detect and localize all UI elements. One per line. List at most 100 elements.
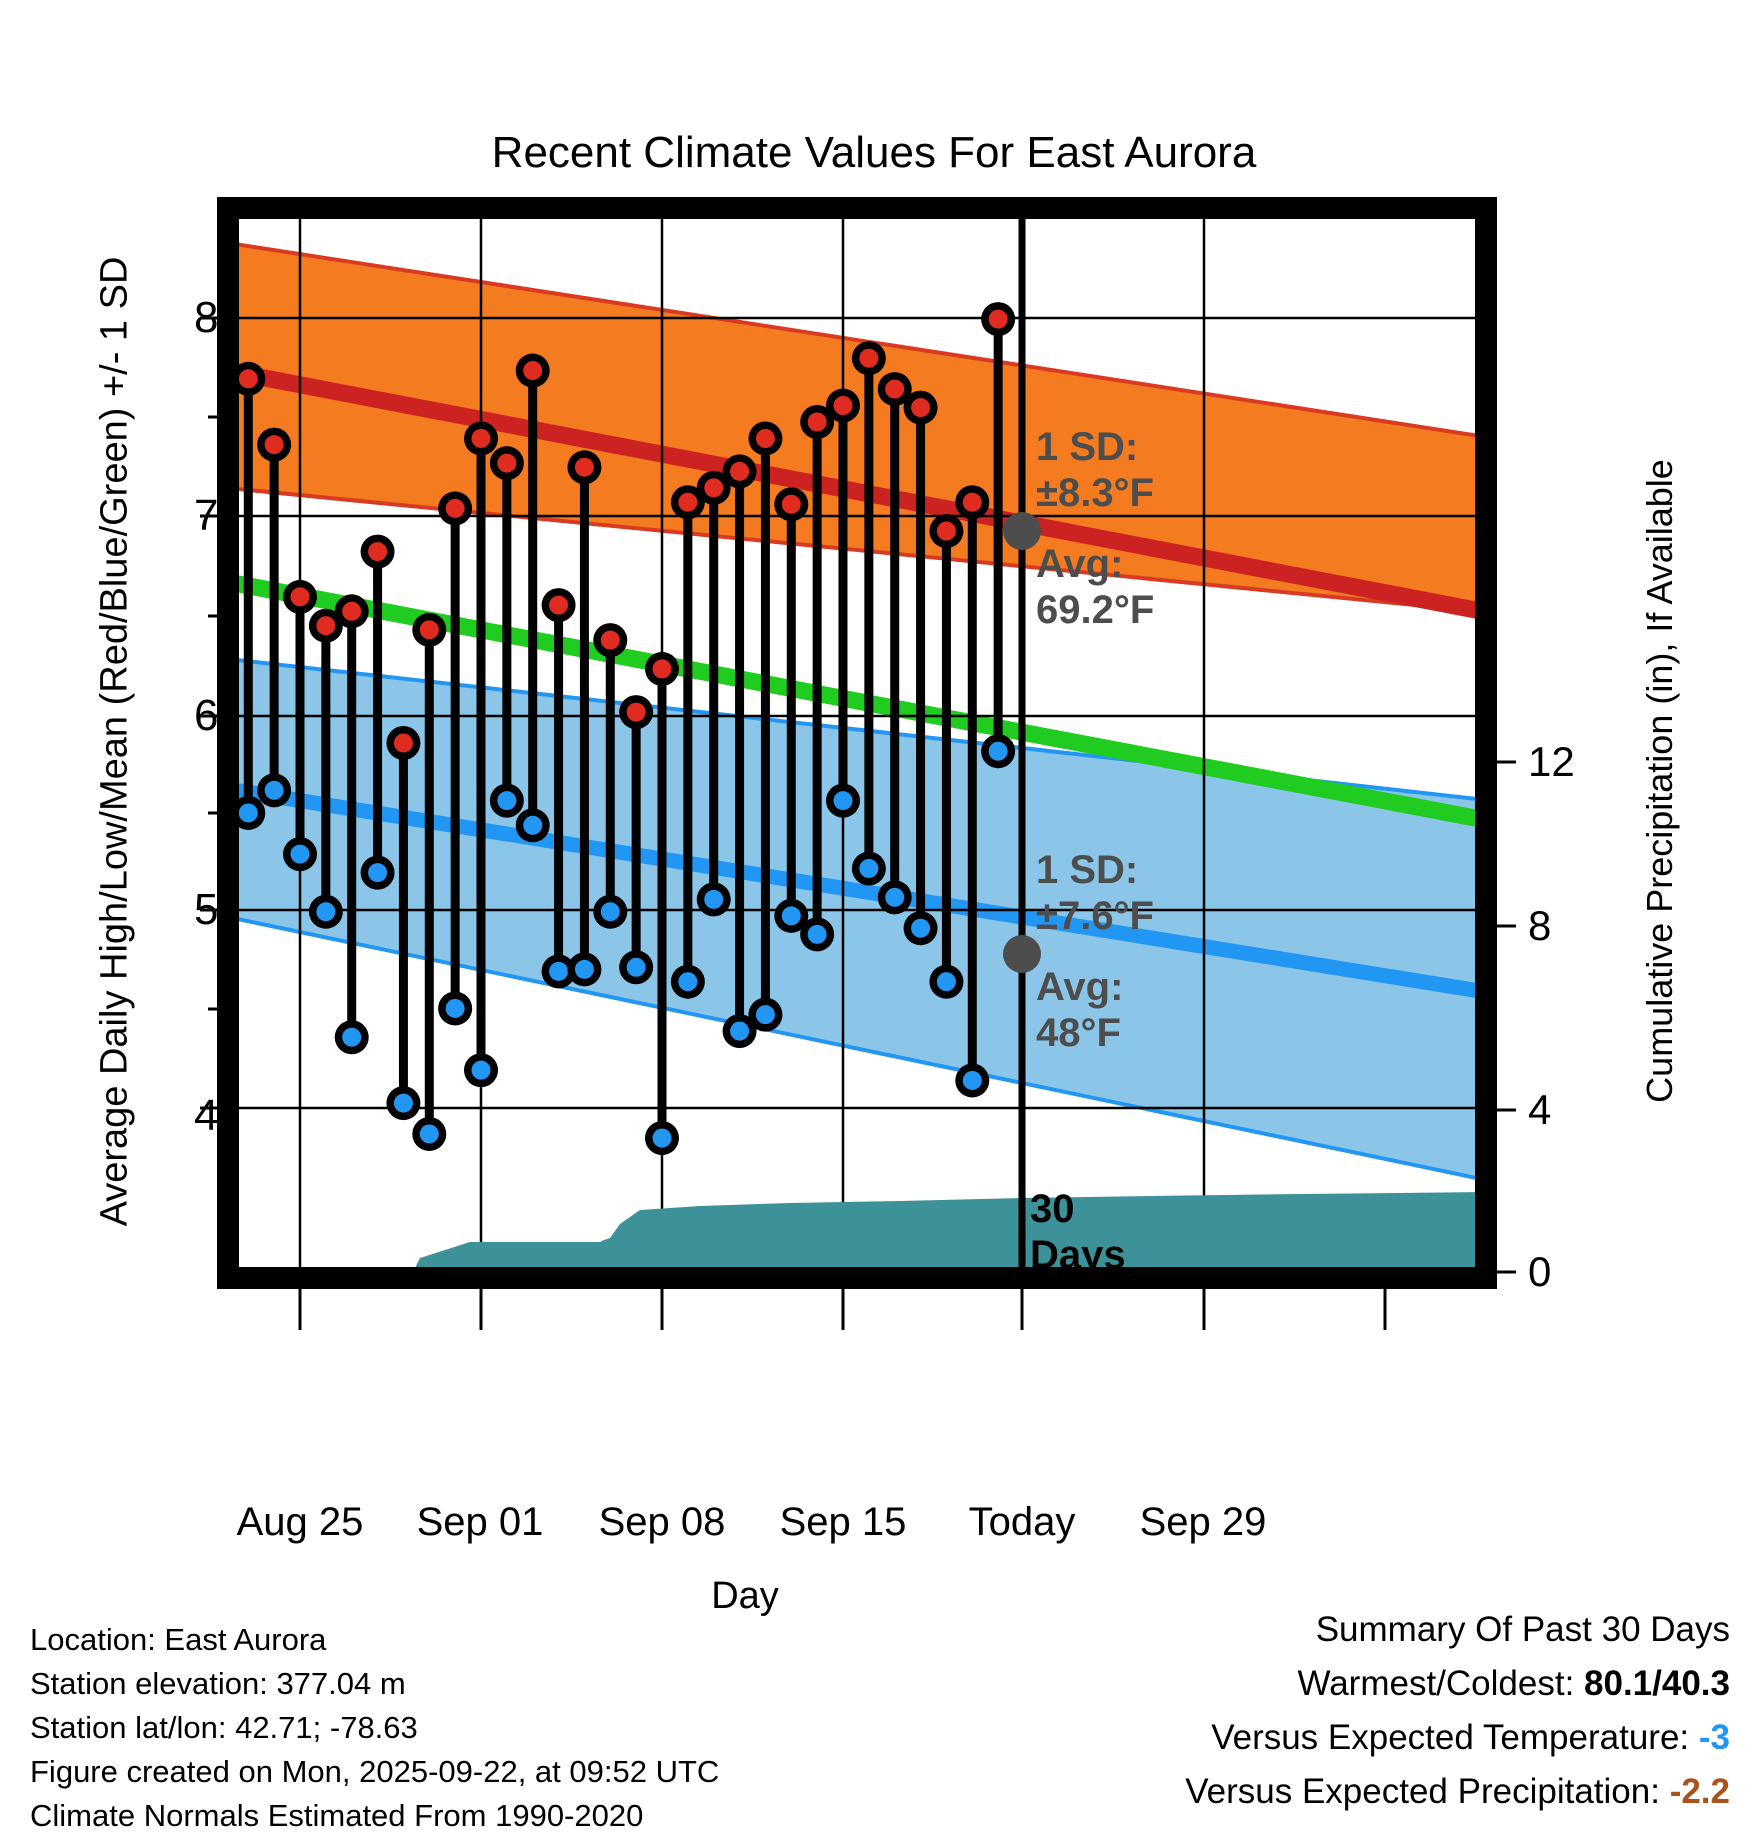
daily-low-marker: [574, 959, 594, 979]
daily-high-marker: [730, 461, 750, 481]
daily-high-marker-outline: [334, 594, 369, 629]
daily-low-marker: [626, 957, 646, 977]
daily-high-marker: [704, 478, 724, 498]
low-sd-upper-edge: [228, 657, 1486, 802]
daily-high-marker: [523, 361, 543, 381]
daily-low-marker: [290, 844, 310, 864]
x-tick-sep-29: Sep 29: [1139, 1500, 1267, 1544]
versus-precip-value: -2.2: [1669, 1772, 1730, 1811]
daily-high-marker-outline: [386, 726, 421, 760]
daily-high-marker: [368, 542, 388, 562]
daily-low-marker-outline: [670, 964, 705, 999]
daily-high-marker-outline: [515, 353, 550, 388]
y2-tick-4: 4: [1528, 1086, 1552, 1133]
daily-high-marker: [626, 702, 646, 722]
daily-low-marker-outline: [877, 880, 912, 915]
daily-low-marker-outline: [619, 950, 654, 985]
daily-low-marker-outline: [774, 898, 809, 933]
daily-high-marker-outline: [567, 450, 602, 485]
footer-elevation: Station elevation: 377.04 m: [30, 1666, 406, 1701]
x-tick-aug-25: Aug 25: [236, 1500, 364, 1544]
footer-created: Figure created on Mon, 2025-09-22, at 09…: [30, 1754, 720, 1789]
high-sd-label: 1 SD:: [1036, 425, 1138, 469]
versus-temp-row: Versus Expected Temperature: -3: [1211, 1718, 1730, 1758]
daily-high-marker-outline: [774, 487, 809, 522]
daily-high-marker-outline: [619, 695, 654, 730]
daily-high-marker-outline: [955, 485, 990, 520]
daily-low-marker: [936, 972, 956, 992]
versus-temp-label: Versus Expected Temperature:: [1211, 1718, 1690, 1757]
daily-high-marker: [264, 435, 284, 455]
daily-high-marker-outline: [412, 612, 447, 647]
daily-high-marker-outline: [800, 405, 835, 439]
daily-high-marker: [549, 595, 569, 615]
daily-high-marker: [238, 369, 258, 389]
daily-low-marker: [497, 791, 517, 811]
daily-low-marker-outline: [748, 997, 783, 1032]
daily-low-marker: [859, 859, 879, 879]
daily-high-marker: [445, 498, 465, 518]
daily-low-marker: [755, 1005, 775, 1025]
daily-low-marker-outline: [567, 952, 602, 987]
daily-low-marker-outline: [851, 851, 886, 886]
warmest-coldest-value: 80.1/40.3: [1584, 1664, 1730, 1703]
daily-low-marker: [238, 803, 258, 823]
daily-low-marker-outline: [489, 783, 524, 818]
warmest-coldest-label: Warmest/Coldest:: [1297, 1664, 1575, 1703]
daily-low-marker-outline: [800, 917, 835, 952]
daily-high-marker: [316, 616, 336, 636]
daily-low-marker: [523, 815, 543, 835]
daily-stems-group: [231, 302, 1016, 1156]
bottom-axis-ticks: [298, 1278, 1387, 1330]
plot-background: [228, 208, 1486, 1278]
daily-high-marker: [755, 428, 775, 448]
x-tick-sep-01: Sep 01: [416, 1500, 544, 1544]
y-tick-70: 70: [194, 491, 243, 540]
versus-temp-value: -3: [1698, 1718, 1730, 1757]
daily-low-marker: [988, 741, 1008, 761]
daily-high-marker: [471, 428, 491, 448]
daily-high-marker-outline: [308, 608, 343, 643]
daily-high-marker: [962, 492, 982, 512]
daily-low-marker: [704, 889, 724, 909]
daily-low-marker: [807, 924, 827, 944]
footer-latlon: Station lat/lon: 42.71; -78.63: [30, 1710, 418, 1745]
normal-low-line: [228, 781, 1486, 1000]
daily-high-marker-outline: [593, 623, 628, 658]
y-tick-80: 80: [194, 293, 243, 342]
daily-low-marker-outline: [645, 1121, 679, 1156]
high-sd-lower-edge: [228, 486, 1486, 614]
daily-high-marker: [885, 379, 905, 399]
high-avg-value: 69.2°F: [1036, 588, 1154, 632]
daily-high-marker: [419, 620, 439, 640]
daily-low-marker: [781, 906, 801, 926]
x-tick-sep-15: Sep 15: [779, 1500, 907, 1544]
x-axis-label: Day: [711, 1575, 779, 1617]
daily-high-marker: [911, 398, 931, 418]
daily-high-marker-outline: [541, 588, 576, 623]
daily-high-marker-outline: [826, 388, 860, 423]
daily-high-marker-outline: [877, 372, 912, 407]
daily-high-marker-outline: [670, 485, 705, 520]
daily-high-marker-outline: [903, 390, 938, 425]
x-tick-today: Today: [968, 1500, 1076, 1544]
daily-high-marker-outline: [929, 514, 964, 549]
low-sd-label: 1 SD:: [1036, 848, 1138, 892]
today-avg-high-marker: [1003, 512, 1041, 550]
daily-high-marker: [936, 521, 956, 541]
daily-high-marker: [393, 733, 413, 753]
daily-low-marker-outline: [464, 1053, 498, 1088]
daily-low-marker-outline: [308, 894, 343, 929]
daily-low-marker: [316, 902, 336, 922]
daily-high-marker-outline: [981, 302, 1016, 337]
daily-high-marker: [833, 396, 853, 416]
daily-low-marker-outline: [541, 954, 576, 989]
daily-low-marker: [652, 1128, 672, 1148]
right-axis-ticks: [1486, 760, 1516, 1274]
daily-low-marker: [885, 887, 905, 907]
today-avg-low-marker: [1003, 935, 1041, 973]
x-tick-sep-08: Sep 08: [598, 1500, 726, 1544]
daily-low-marker: [962, 1070, 982, 1090]
daily-high-marker: [497, 453, 517, 473]
